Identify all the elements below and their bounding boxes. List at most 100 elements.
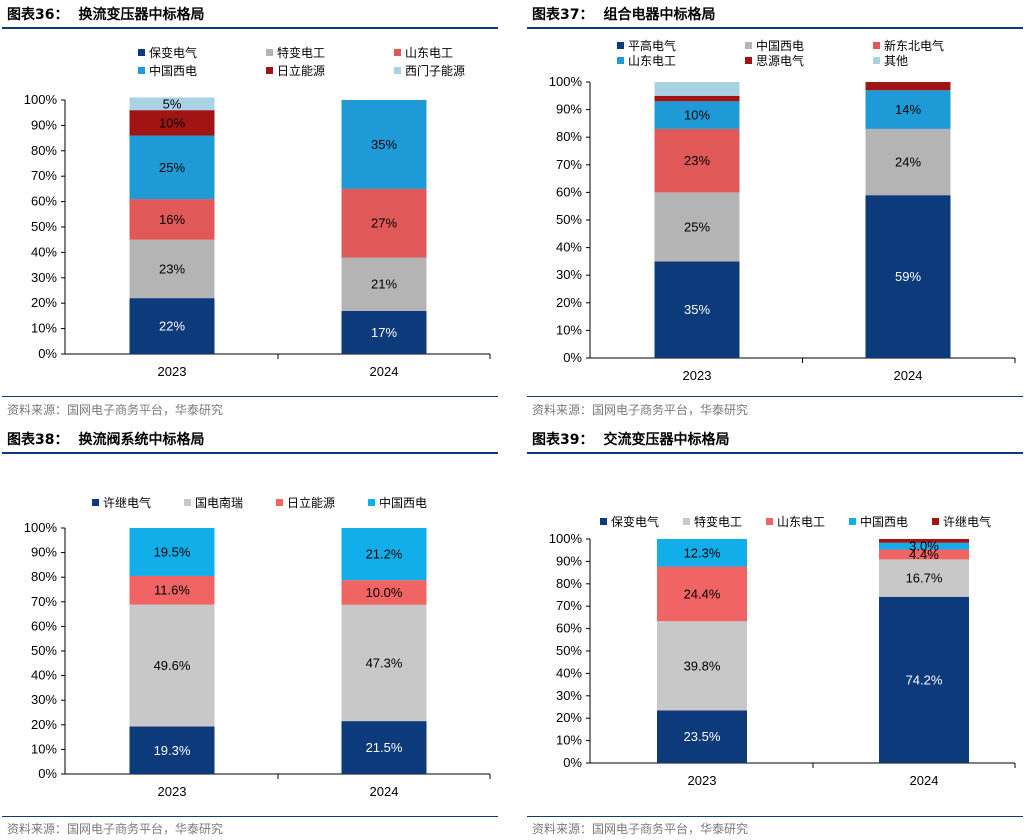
legend-label: 保变电气 [611, 514, 659, 529]
legend-swatch [932, 518, 939, 525]
data-label: 5% [163, 96, 182, 111]
y-tick-label: 20% [31, 295, 57, 310]
data-label: 23% [159, 261, 185, 276]
bar-segment [129, 726, 215, 774]
legend-swatch [766, 518, 773, 525]
bar-segment [865, 195, 951, 358]
legend-label: 平高电气 [628, 38, 676, 53]
chart-number: 图表37： [532, 7, 594, 23]
legend-label: 西门子能源 [405, 63, 465, 78]
y-tick-label: 0% [38, 766, 57, 781]
data-label: 3.0% [909, 539, 939, 554]
chart-panel-37: 图表37： 组合电器中标格局 平高电气 中国西电 新东北电气 山东电工 思源电气 其他 0% 1… [525, 0, 1025, 417]
bar-segment [657, 710, 747, 763]
title-divider [527, 452, 1023, 454]
bar-segment [341, 257, 427, 311]
source-note: 资料来源：国网电子商务平台，华泰研究 [7, 822, 224, 836]
data-label: 49.6% [154, 658, 191, 673]
bar-segment [341, 310, 427, 354]
y-tick-label: 60% [31, 618, 57, 633]
y-tick-label: 20% [556, 295, 582, 310]
y-tick-label: 80% [31, 569, 57, 584]
legend-label: 山东电工 [777, 515, 825, 529]
source-divider [527, 396, 1023, 397]
data-label: 35% [371, 137, 397, 152]
legend-swatch [683, 518, 690, 525]
data-label: 23.5% [684, 729, 721, 744]
y-tick-label: 80% [556, 576, 582, 591]
legend-swatch [368, 499, 375, 506]
y-tick-label: 100% [24, 520, 58, 535]
legend-swatch [394, 49, 401, 56]
legend-label: 日立能源 [287, 495, 335, 510]
data-label: 47.3% [366, 655, 403, 670]
y-tick-label: 30% [31, 692, 57, 707]
legend-swatch [184, 499, 191, 506]
y-tick-label: 90% [31, 117, 57, 132]
y-tick-label: 70% [31, 594, 57, 609]
chart-panel-38: 图表38： 换流阀系统中标格局 许继电气 国电南瑞 日立能源 中国西电 0% 10% 20% 3… [0, 425, 500, 836]
y-tick-label: 100% [24, 92, 58, 107]
y-tick-label: 90% [31, 545, 57, 560]
legend-label: 国电南瑞 [195, 495, 243, 510]
bar-segment [654, 261, 740, 358]
bar-segment [657, 539, 747, 567]
legend-swatch [138, 67, 145, 74]
chart-number: 图表38： [7, 432, 69, 448]
x-tick-label: 2023 [158, 784, 187, 799]
x-tick-label: 2023 [688, 773, 717, 788]
data-label: 11.6% [154, 583, 190, 598]
legend-swatch [394, 67, 401, 74]
data-label: 59% [895, 269, 921, 284]
data-label: 14% [895, 102, 921, 117]
data-label: 10% [159, 115, 185, 130]
bar-segment [865, 128, 951, 196]
bar-segment [654, 128, 740, 193]
source-divider [2, 816, 498, 817]
legend-swatch [266, 49, 273, 56]
y-tick-label: 0% [563, 350, 582, 365]
data-label: 25% [159, 160, 185, 175]
chart-title: 图表38： 换流阀系统中标格局 [7, 429, 204, 449]
y-tick-label: 40% [556, 240, 582, 255]
source-divider [2, 396, 498, 397]
y-tick-label: 90% [556, 553, 582, 568]
legend-label: 思源电气 [756, 53, 804, 68]
bar-segment [879, 549, 969, 560]
legend-swatch [138, 49, 145, 56]
bar-segment [129, 575, 215, 605]
chart-title: 图表37： 组合电器中标格局 [532, 4, 715, 24]
y-tick-label: 80% [556, 129, 582, 144]
data-label: 24.4% [684, 586, 721, 601]
chart-panel-39: 图表39： 交流变压器中标格局 保变电气 特变电工 山东电工 中国西电 许继电气 0% 10%… [525, 425, 1025, 836]
y-tick-label: 0% [38, 346, 57, 361]
y-tick-label: 10% [31, 741, 57, 756]
title-divider [2, 27, 498, 29]
legend-swatch [617, 42, 624, 49]
data-label: 4.4% [909, 547, 939, 562]
title-divider [527, 27, 1023, 29]
legend-label: 中国西电 [860, 514, 908, 529]
x-tick-label: 2024 [370, 364, 399, 379]
legend-label: 保变电气 [149, 45, 197, 60]
chart-number: 图表39： [532, 432, 594, 448]
bar-segment [879, 596, 969, 763]
y-tick-label: 10% [556, 322, 582, 337]
legend-label: 山东电工 [405, 46, 453, 60]
legend-label: 许继电气 [103, 495, 151, 510]
data-label: 10% [684, 108, 710, 123]
y-tick-label: 50% [556, 212, 582, 227]
y-tick-label: 30% [556, 688, 582, 703]
bar-segment [341, 100, 427, 189]
stacked-bar-chart: 保变电气 特变电工 山东电工 中国西电 许继电气 0% 10% 20% 30% 40% 50% 60%… [549, 514, 1016, 788]
y-tick-label: 20% [31, 717, 57, 732]
bar-segment [129, 97, 215, 111]
y-tick-label: 10% [31, 321, 57, 336]
bar-segment [129, 298, 215, 354]
chart-title-text: 换流变压器中标格局 [78, 7, 205, 23]
bar-segment [341, 721, 427, 774]
bar-segment [129, 110, 215, 136]
bar-segment [865, 90, 951, 129]
